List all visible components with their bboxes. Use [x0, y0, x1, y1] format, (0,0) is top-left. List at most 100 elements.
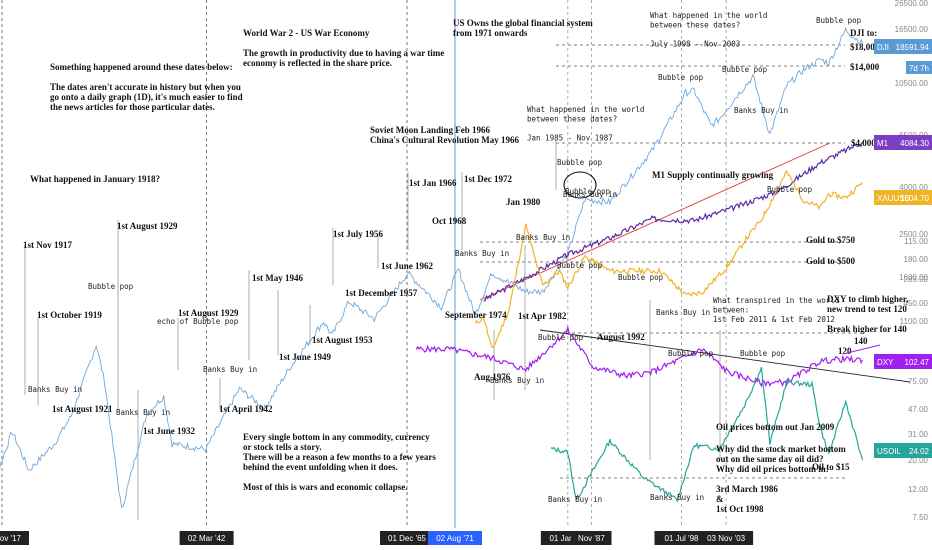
series-m1 — [483, 141, 863, 302]
tag-m1-value: 4084.30 — [900, 139, 929, 148]
note-oil-2009: Oil prices bottom out Jan 2009 — [716, 422, 835, 432]
tag-dxy-bg — [874, 354, 932, 369]
note-transpired-line-0: What transpired in the world — [713, 296, 839, 305]
echo-label: echo of Bubble pop — [157, 317, 239, 326]
note-soviet-line-0: Soviet Moon Landing Feb 1966 — [370, 125, 491, 135]
bubble-pop-label-4: Bubble pop — [767, 185, 813, 194]
dxy-trendline — [539, 329, 911, 383]
bubble-pop-label-2: Bubble pop — [557, 261, 603, 270]
y-tick-6: 1600.00 — [899, 273, 928, 282]
note-transpired-line-1: between: — [713, 306, 749, 315]
tag-dji-bg — [874, 39, 932, 54]
date-label-5: 1st August 1929 — [178, 308, 239, 318]
tag-xauusd-bg — [874, 190, 932, 205]
x-marker-bg-0 — [0, 531, 29, 545]
date-label-15: 1st Dec 1972 — [464, 174, 512, 184]
date-label-9: 1st August 1953 — [312, 335, 373, 345]
note-m1-supply: M1 Supply continually growing — [652, 170, 774, 180]
note-dates-line-4: the news articles for those particular d… — [50, 102, 215, 112]
note-oil-questions-line-0: Why did the stock market bottom — [716, 444, 846, 454]
note-oil-dates-line-1: & — [716, 494, 724, 504]
banks-buy-in-label-9: Banks Buy in — [548, 495, 602, 504]
x-marker-3: 02 Aug '71 — [436, 534, 474, 543]
date-label-16: September 1974 — [445, 310, 507, 320]
x-marker-bg-7 — [699, 531, 754, 545]
date-label-6: 1st April 1942 — [219, 404, 273, 414]
date-label-20: August 1992 — [597, 332, 645, 342]
x-marker-bg-5 — [571, 531, 612, 545]
tag-usoil-value: 24.02 — [909, 447, 930, 456]
x-marker-bg-1 — [179, 531, 234, 545]
tag-dji-name: DJI — [877, 43, 889, 52]
bubble-pop-label-3: Bubble pop — [618, 273, 664, 282]
note-oil-dates-line-0: 3rd March 1986 — [716, 484, 778, 494]
x-marker-5: Nov '87 — [578, 534, 605, 543]
note-what-1985-line-0: What happened in the world — [527, 105, 644, 114]
tag-xauusd-name: XAUUSD — [877, 194, 911, 203]
series-group — [0, 26, 864, 509]
tag-dji-value: 18591.94 — [896, 43, 930, 52]
date-label-7: 1st May 1946 — [252, 273, 303, 283]
note-dates-line-0: Something happened around these dates be… — [50, 62, 233, 72]
bubble-pop-label-6: Bubble pop — [722, 65, 768, 74]
series-dji — [0, 26, 863, 509]
x-marker-4: 01 Jan '85 — [549, 534, 586, 543]
y-tick-15: 31.00 — [908, 430, 929, 439]
note-every-bottom-line-2: There will be a reason a few months to a… — [243, 452, 436, 462]
bubble-pop-label-1: Bubble pop — [557, 158, 603, 167]
tag-xauusd-value: 1604.70 — [900, 194, 929, 203]
highlight-circle — [563, 171, 597, 199]
bubble-pop-label-7: Bubble pop — [816, 16, 862, 25]
note-dates-line-2: The dates aren't accurate in history but… — [50, 82, 241, 92]
bubble-pop-label-11: Bubble pop — [740, 349, 786, 358]
series-dxy — [415, 324, 864, 388]
note-dji-to: DJI to: — [850, 28, 877, 38]
note-gold-500: Gold to $500 — [806, 256, 856, 266]
note-every-bottom-line-5: Most of this is wars and economic collap… — [243, 482, 408, 492]
date-label-14: Oct 1968 — [432, 216, 467, 226]
banks-buy-in-label-8: Banks Buy in — [734, 106, 788, 115]
dji-target-0: $18,000 — [850, 42, 880, 52]
x-marker-bg-2 — [380, 531, 435, 545]
x-marker-6: 01 Jul '98 — [664, 534, 699, 543]
tag-dji-sub: 7d 7h — [909, 64, 929, 73]
bubble-pop-label-9: Bubble pop — [668, 349, 714, 358]
bubble-pop-label-0: Bubble pop — [88, 282, 134, 291]
date-label-13: 1st Jan 1966 — [409, 178, 457, 188]
date-label-2: 1st August 1921 — [52, 404, 113, 414]
date-label-8: 1st June 1949 — [279, 352, 332, 362]
x-marker-bg-6 — [654, 531, 709, 545]
red-trendline — [479, 142, 831, 301]
x-marker-bg-3 — [427, 531, 482, 545]
tag-usoil-name: USOIL — [877, 447, 902, 456]
note-every-bottom-line-0: Every single bottom in any commodity, cu… — [243, 432, 430, 442]
date-label-19: Aug 1976 — [474, 372, 511, 382]
date-label-11: 1st December 1957 — [345, 288, 418, 298]
dxy-arrow — [842, 344, 881, 355]
series-usoil — [550, 366, 864, 503]
dxy-target-120: 120 — [838, 346, 852, 356]
note-ww2-line-0: World War 2 - US War Economy — [243, 28, 370, 38]
y-tick-5: 2500.00 — [899, 230, 928, 239]
note-ww2-line-2: The growth in productivity due to having… — [243, 48, 444, 58]
note-us-owns-line-1: from 1971 onwards — [453, 28, 528, 38]
tag-dxy-value: 102.47 — [905, 358, 930, 367]
tag-usoil-bg — [874, 443, 932, 458]
y-tick-4: 4000.00 — [899, 183, 928, 192]
tag-dji-sub-bg — [906, 61, 932, 74]
y-tick-18: 7.50 — [912, 513, 928, 522]
note-break-higher-line-0: Break higher for 140 — [827, 324, 907, 334]
y-tick-0: 26500.00 — [895, 0, 929, 8]
banks-buy-in-label-7: Banks Buy in — [656, 308, 710, 317]
y-tick-10: 285.00 — [904, 275, 929, 284]
tag-m1-name: M1 — [877, 139, 889, 148]
note-transpired-line-2: 1st Feb 2011 & 1st Feb 2012 — [713, 315, 835, 324]
banks-buy-in-label-6: Banks Buy in — [490, 376, 544, 385]
note-ww2-line-3: economy is reflected in the share price. — [243, 58, 392, 68]
date-label-3: 1st August 1929 — [117, 221, 178, 231]
x-marker-2: 01 Dec '65 — [388, 534, 427, 543]
banks-buy-in-label-2: Banks Buy in — [203, 365, 257, 374]
